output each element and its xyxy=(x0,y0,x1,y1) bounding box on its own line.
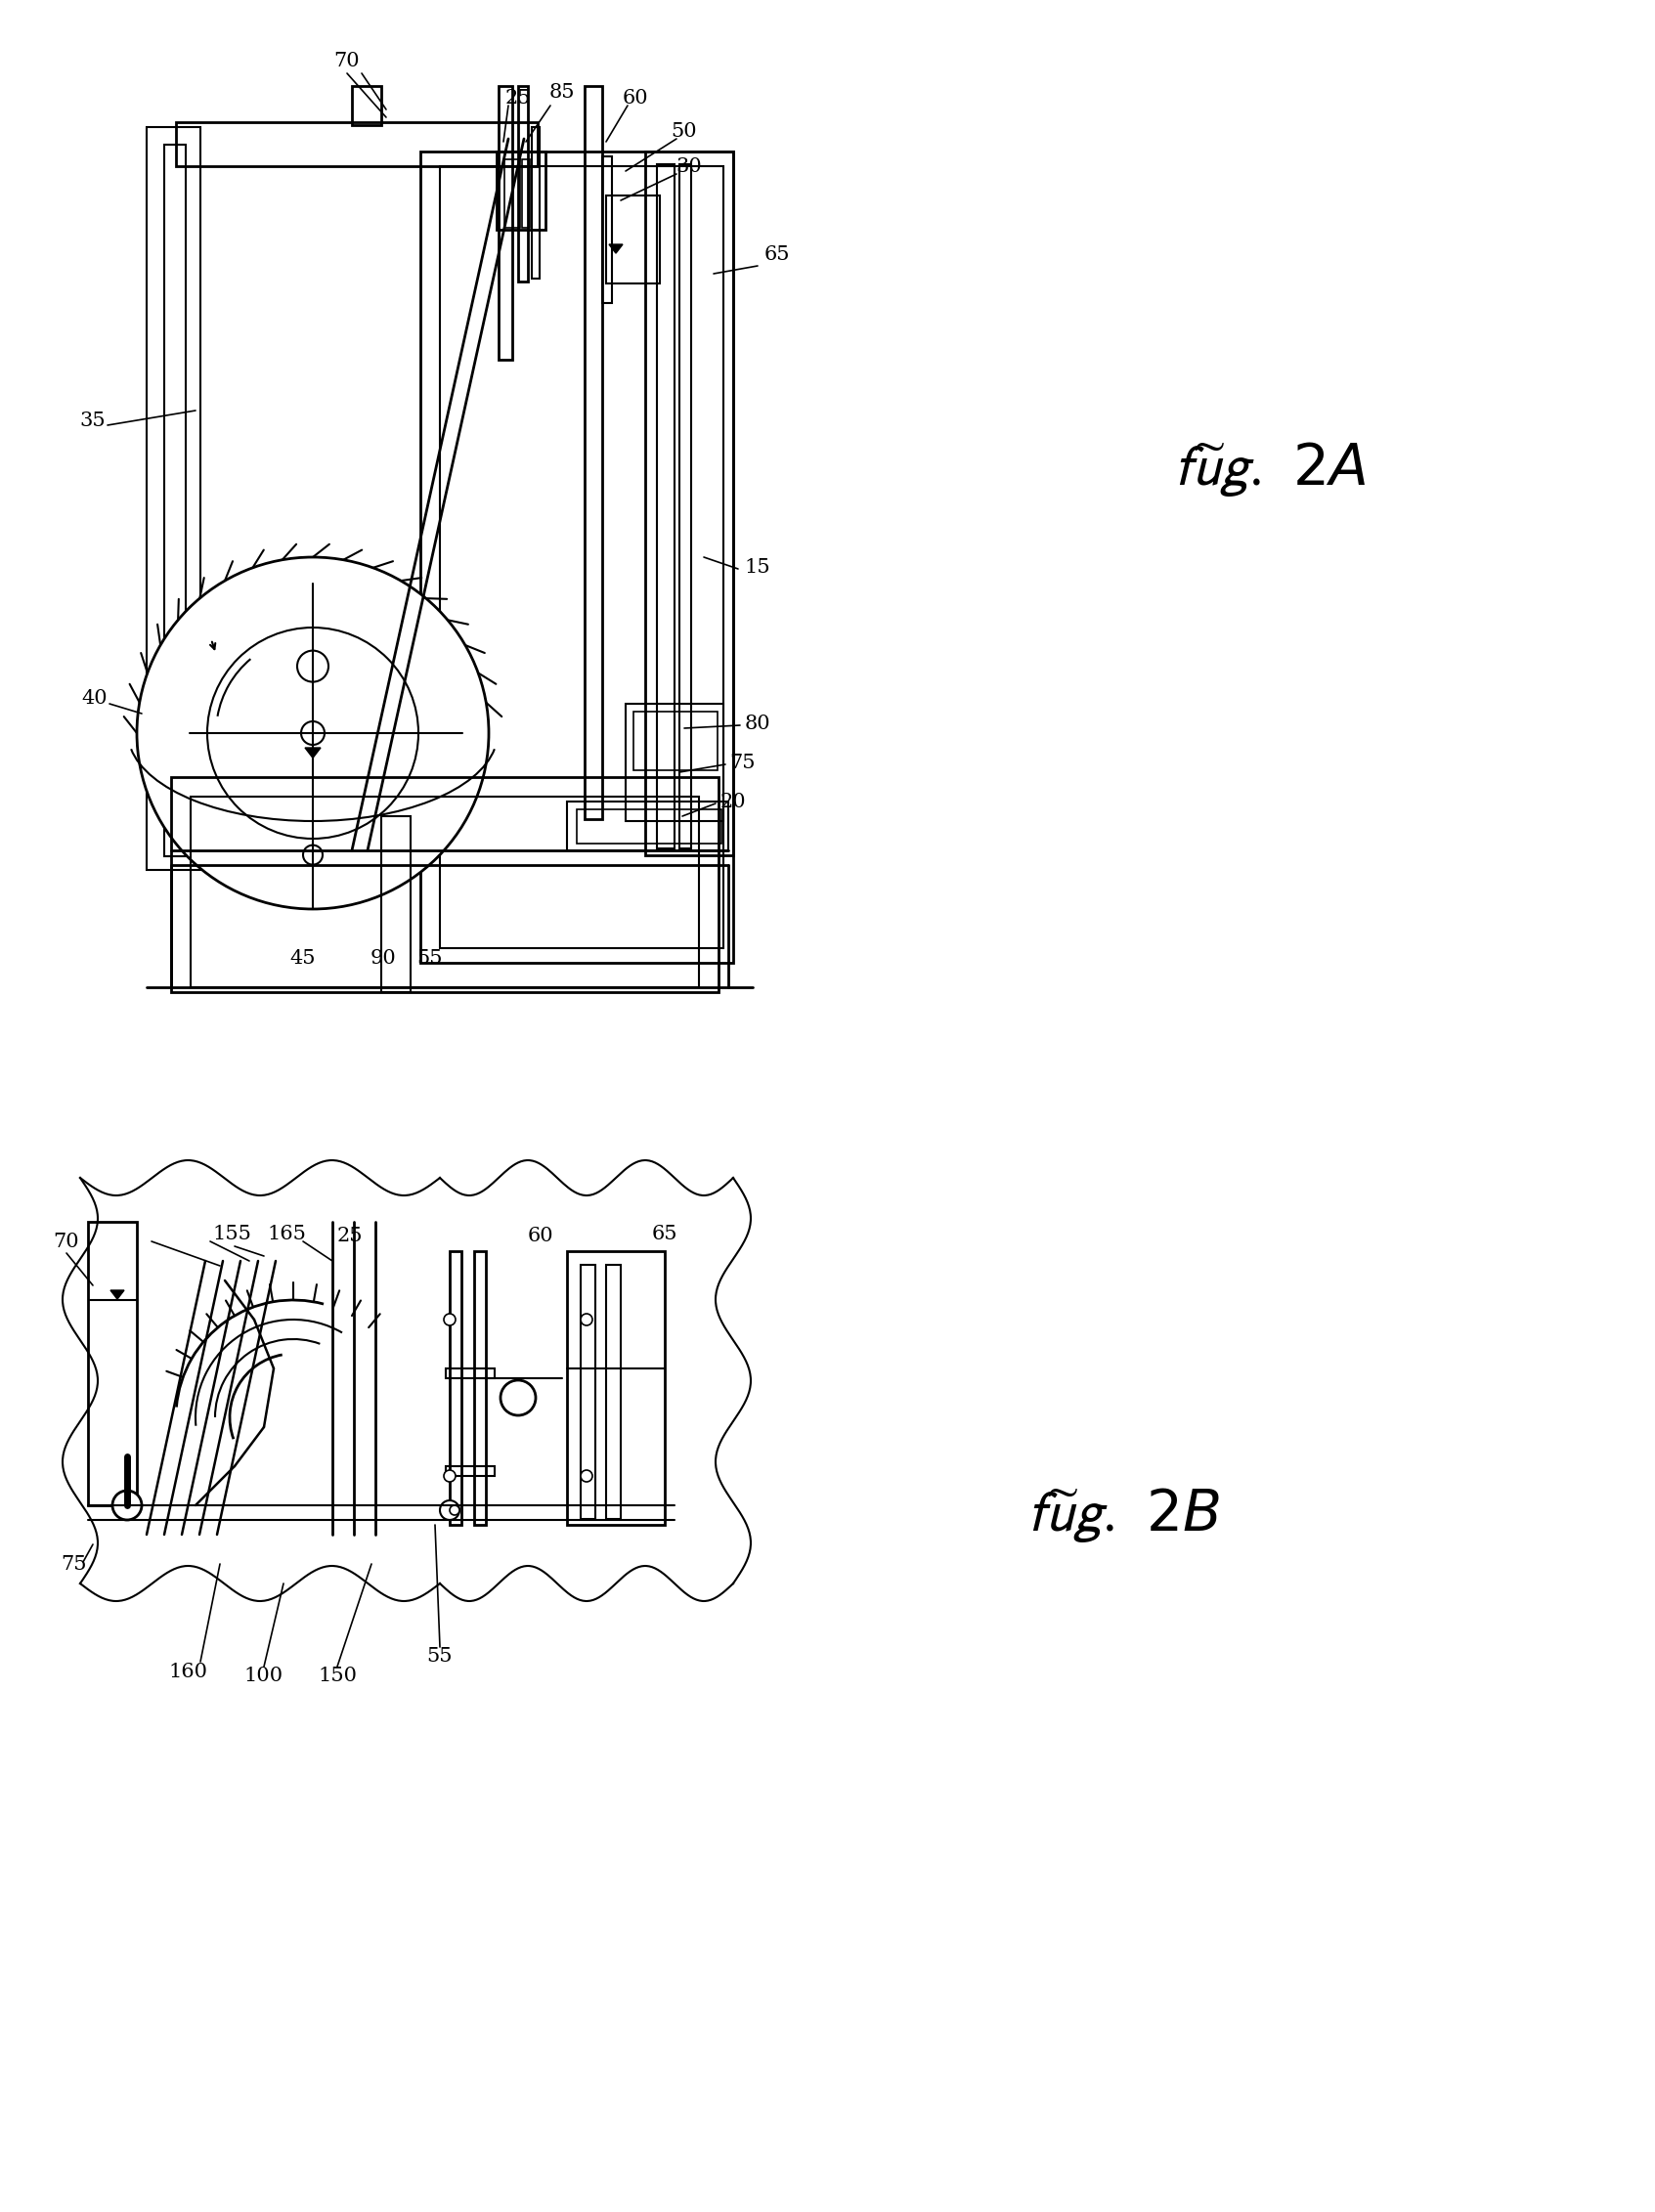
Bar xyxy=(147,126,200,869)
Text: 160: 160 xyxy=(169,1661,207,1681)
Bar xyxy=(576,810,722,843)
Circle shape xyxy=(500,1380,536,1416)
Bar xyxy=(473,1252,487,1524)
Bar xyxy=(602,157,612,303)
Bar xyxy=(626,703,723,821)
Text: 55: 55 xyxy=(427,1648,453,1666)
Circle shape xyxy=(450,1506,460,1515)
Bar xyxy=(164,144,185,856)
Bar xyxy=(353,86,381,126)
Text: 75: 75 xyxy=(730,752,756,772)
Bar xyxy=(420,150,733,962)
Bar xyxy=(680,164,692,849)
Text: 60: 60 xyxy=(528,1228,554,1245)
Text: 80: 80 xyxy=(745,714,771,732)
Text: 25: 25 xyxy=(338,1228,362,1245)
Bar xyxy=(657,164,675,849)
Bar xyxy=(505,159,520,228)
Text: 55: 55 xyxy=(417,949,444,967)
Text: 100: 100 xyxy=(245,1668,283,1686)
Bar xyxy=(568,801,728,849)
Text: 65: 65 xyxy=(765,246,789,263)
Text: 90: 90 xyxy=(371,949,396,967)
Circle shape xyxy=(303,845,323,865)
Circle shape xyxy=(444,1471,455,1482)
Text: 75: 75 xyxy=(60,1555,86,1573)
Text: 40: 40 xyxy=(81,690,108,708)
Bar xyxy=(606,195,660,283)
Text: 45: 45 xyxy=(290,949,316,967)
Polygon shape xyxy=(111,1290,124,1298)
Text: $\mathcal{f\widetilde{u}g.}\ 2A$: $\mathcal{f\widetilde{u}g.}\ 2A$ xyxy=(1173,440,1365,498)
Bar xyxy=(531,126,540,279)
Text: 15: 15 xyxy=(745,557,771,575)
Circle shape xyxy=(301,721,324,745)
Bar xyxy=(581,1265,596,1520)
Polygon shape xyxy=(609,243,622,252)
Bar xyxy=(568,1252,665,1524)
Bar xyxy=(521,159,530,228)
Text: 70: 70 xyxy=(334,51,361,71)
Text: 65: 65 xyxy=(652,1223,677,1243)
Bar xyxy=(645,150,733,856)
Text: 60: 60 xyxy=(622,88,649,106)
Bar xyxy=(88,1221,137,1506)
Circle shape xyxy=(113,1491,142,1520)
Bar xyxy=(518,86,528,281)
Circle shape xyxy=(444,1314,455,1325)
Text: 155: 155 xyxy=(212,1223,252,1243)
Text: $\mathcal{f\widetilde{u}g.}\ 2B$: $\mathcal{f\widetilde{u}g.}\ 2B$ xyxy=(1026,1486,1220,1544)
Text: 25: 25 xyxy=(505,88,531,106)
Bar xyxy=(496,150,546,230)
Text: 150: 150 xyxy=(318,1668,357,1686)
Text: 70: 70 xyxy=(53,1232,79,1250)
Bar xyxy=(584,86,602,818)
Bar xyxy=(445,1467,495,1475)
Circle shape xyxy=(581,1471,592,1482)
Bar xyxy=(381,816,410,993)
Circle shape xyxy=(298,650,328,681)
Text: 165: 165 xyxy=(266,1223,306,1243)
Bar xyxy=(450,1252,462,1524)
Bar xyxy=(440,166,723,949)
Circle shape xyxy=(440,1500,460,1520)
Text: 85: 85 xyxy=(549,84,574,102)
Bar xyxy=(445,1369,495,1378)
Text: 35: 35 xyxy=(79,411,106,429)
Circle shape xyxy=(581,1314,592,1325)
Text: 50: 50 xyxy=(672,122,697,142)
Circle shape xyxy=(207,628,419,838)
Bar xyxy=(606,1265,621,1520)
Circle shape xyxy=(137,557,488,909)
Bar xyxy=(634,712,718,770)
Polygon shape xyxy=(305,748,321,759)
Bar xyxy=(170,776,718,993)
Bar xyxy=(498,86,513,361)
Bar xyxy=(190,796,698,987)
Text: 30: 30 xyxy=(677,157,702,175)
Text: 20: 20 xyxy=(720,792,746,812)
Bar xyxy=(175,122,538,166)
